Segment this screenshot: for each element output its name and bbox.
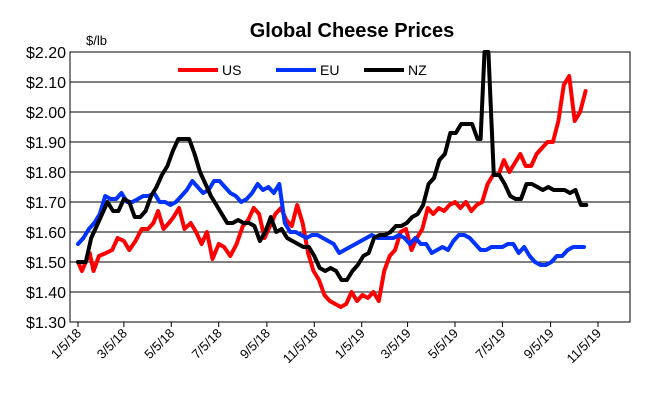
legend-label-nz: NZ <box>408 62 427 78</box>
x-tick-label: 11/5/18 <box>280 326 321 367</box>
y-tick-label: $1.90 <box>26 135 66 152</box>
series-lines <box>76 50 589 309</box>
legend: US EU NZ <box>178 62 427 78</box>
y-tick-label: $1.50 <box>26 255 66 272</box>
y-tick-label: $2.20 <box>26 45 66 62</box>
x-tick-label: 7/5/18 <box>189 326 225 362</box>
legend-label-eu: EU <box>320 62 339 78</box>
x-tick-label: 1/5/19 <box>332 326 368 362</box>
x-tick-label: 9/5/18 <box>237 326 273 362</box>
series-line-eu <box>76 179 586 267</box>
x-axis-ticks: 1/5/18 3/5/18 5/5/18 7/5/18 9/5/18 11/5/18 1/5… <box>48 322 604 366</box>
legend-label-us: US <box>222 62 241 78</box>
y-tick-label: $1.30 <box>26 315 66 332</box>
x-tick-label: 5/5/18 <box>141 326 177 362</box>
x-tick-label: 3/5/18 <box>94 326 130 362</box>
y-tick-label: $1.70 <box>26 195 66 212</box>
x-tick-label: 5/5/19 <box>425 326 461 362</box>
x-tick-label: 11/5/19 <box>564 326 605 367</box>
y-tick-label: $1.60 <box>26 225 66 242</box>
series-line-nz <box>76 50 589 282</box>
y-tick-label: $2.10 <box>26 75 66 92</box>
y-tick-label: $2.00 <box>26 105 66 122</box>
y-axis-ticks: $1.30 $1.40 $1.50 $1.60 $1.70 $1.80 $1.90 $2.00… <box>26 45 66 332</box>
x-tick-label: 3/5/19 <box>378 326 414 362</box>
x-tick-label: 9/5/19 <box>521 326 557 362</box>
x-tick-label: 7/5/19 <box>472 326 508 362</box>
y-tick-label: $1.40 <box>26 285 66 302</box>
y-tick-label: $1.80 <box>26 165 66 182</box>
series-line-us <box>76 74 588 309</box>
y-axis-unit-label: $/lb <box>86 33 107 48</box>
plot-frame <box>69 51 631 323</box>
chart-title: Global Cheese Prices <box>250 20 455 42</box>
